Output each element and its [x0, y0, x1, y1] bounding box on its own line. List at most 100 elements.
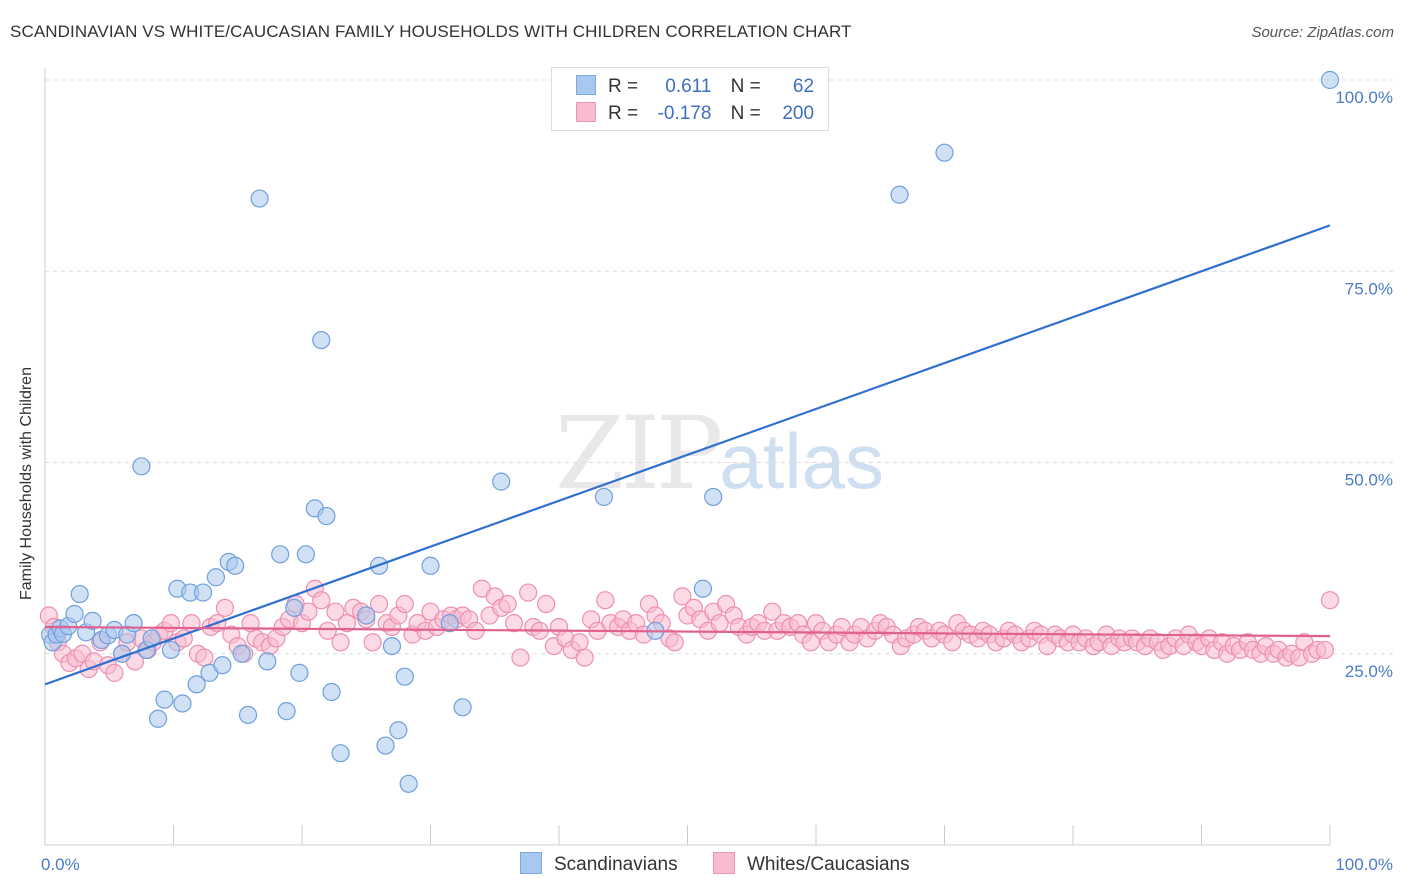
legend-n-value: 62 — [792, 76, 815, 97]
white-caucasian-point — [763, 602, 782, 621]
white-caucasian-point — [665, 633, 684, 652]
scandinavian-point — [693, 579, 713, 598]
scandinavian-point — [453, 698, 472, 717]
scandinavian-point — [296, 545, 315, 564]
correlation-legend: R = 0.611 N = 62 R = -0.178 N = 200 — [551, 67, 829, 131]
legend-r-label: R = — [608, 76, 639, 97]
scandinavian-point — [238, 705, 258, 725]
scandinavian-point — [357, 606, 376, 625]
tick-labels: 25.0% 50.0% 75.0% 100.0% 0.0% 100.0% — [41, 88, 1393, 874]
scandinavian-point — [161, 640, 181, 660]
scandinavian-point — [421, 556, 440, 575]
scandinavian-point — [935, 143, 954, 162]
scandinavian-point — [271, 545, 290, 564]
white-caucasian-point — [337, 614, 357, 633]
scandinavian-point — [890, 185, 909, 204]
white-caucasian-point — [519, 583, 538, 602]
white-caucasian-point — [801, 633, 820, 652]
axes — [44, 68, 1331, 846]
scandinavian-point — [594, 487, 614, 507]
scandinavian-point — [704, 487, 723, 507]
scandinavian-point — [322, 682, 341, 702]
chart-source: Source: ZipAtlas.com — [1251, 24, 1394, 41]
scandinavian-point — [132, 457, 151, 476]
white-caucasian-point — [511, 648, 530, 667]
white-caucasian-point — [370, 594, 389, 614]
y-tick-label: 100.0% — [1335, 88, 1393, 107]
scandinavian-point — [187, 675, 206, 694]
legend-row-scandinavians: R = 0.611 N = 62 — [576, 75, 814, 99]
scandinavian-point — [399, 774, 418, 793]
white-caucasian-point — [318, 621, 337, 640]
scandinavian-point — [258, 652, 277, 671]
bottom-legend-whites: Whites/Caucasians — [713, 852, 910, 876]
white-caucasian-point — [504, 614, 524, 633]
x-tick-label: 0.0% — [41, 855, 80, 874]
legend-r-value: -0.178 — [657, 103, 712, 124]
white-caucasian-point — [105, 663, 124, 682]
white-caucasian-point — [537, 594, 556, 614]
scandinavian-point — [83, 611, 102, 630]
scandinavian-point — [440, 614, 459, 633]
scandinavian-point — [285, 598, 304, 617]
y-tick-label: 75.0% — [1345, 279, 1393, 298]
scandinavian-point — [124, 614, 143, 633]
bottom-legend-label: Whites/Caucasians — [747, 854, 910, 875]
white-caucasian-point — [195, 648, 214, 667]
x-tick-label: 100.0% — [1335, 855, 1393, 874]
bottom-legend-swatch-whites — [713, 852, 735, 874]
y-tick-label: 50.0% — [1345, 471, 1393, 490]
scandinavian-point — [277, 702, 296, 721]
white-caucasian-point — [673, 587, 692, 606]
chart-title: SCANDINAVIAN VS WHITE/CAUCASIAN FAMILY H… — [10, 22, 852, 41]
white-caucasian-point — [215, 598, 234, 617]
y-tick-label: 25.0% — [1345, 662, 1393, 681]
scandinavian-point — [1320, 70, 1340, 90]
scandinavian-point — [206, 568, 226, 587]
scandinavian-point — [331, 744, 350, 763]
scandinavian-point — [376, 736, 395, 755]
trend-lines — [44, 224, 1331, 686]
scandinavian-point — [382, 636, 402, 656]
white-caucasian-point — [161, 614, 181, 633]
white-caucasian-point — [395, 594, 414, 614]
y-axis-label: Family Households with Children — [18, 367, 35, 600]
white-caucasian-point — [575, 648, 594, 667]
scandinavian-point — [492, 472, 511, 491]
scandinavian-point — [70, 584, 89, 604]
scandinavian-trend-line — [44, 224, 1331, 686]
legend-n-label: N = — [730, 76, 761, 97]
bottom-legend-scandinavians: Scandinavians — [520, 852, 678, 876]
scandinavian-point — [290, 663, 309, 682]
scandinavian-point — [65, 604, 84, 624]
scandinavian-point — [193, 583, 213, 602]
scandinavian-point — [173, 694, 192, 713]
legend-row-whites: R = -0.178 N = 200 — [576, 102, 814, 126]
legend-n-label: N = — [730, 103, 761, 124]
white-caucasian-point — [363, 633, 382, 652]
legend-swatch-scandinavians — [576, 75, 596, 95]
white-caucasian-point — [596, 591, 615, 610]
white-caucasian-point — [312, 591, 331, 610]
scandinavian-point — [389, 721, 408, 740]
series-scandinavians — [41, 70, 1340, 793]
white-caucasian-point — [498, 594, 517, 614]
white-caucasian-point — [570, 633, 589, 652]
legend-n-value: 200 — [782, 103, 815, 124]
scandinavian-point — [232, 644, 251, 663]
scandinavian-point — [395, 667, 414, 686]
bottom-legend-label: Scandinavians — [554, 854, 678, 875]
scandinavian-point — [312, 331, 331, 350]
legend-swatch-whites — [576, 102, 596, 122]
scandinavian-point — [226, 556, 245, 575]
white-caucasian-point — [331, 633, 350, 652]
white-caucasian-trend-line — [44, 625, 1331, 638]
scandinavian-point — [213, 656, 232, 675]
scandinavian-point — [250, 189, 269, 208]
legend-r-label: R = — [608, 103, 639, 124]
scandinavian-point — [155, 690, 174, 709]
white-caucasian-point — [326, 602, 345, 621]
scandinavian-point — [148, 709, 168, 728]
watermark-atlas: atlas — [719, 417, 885, 505]
